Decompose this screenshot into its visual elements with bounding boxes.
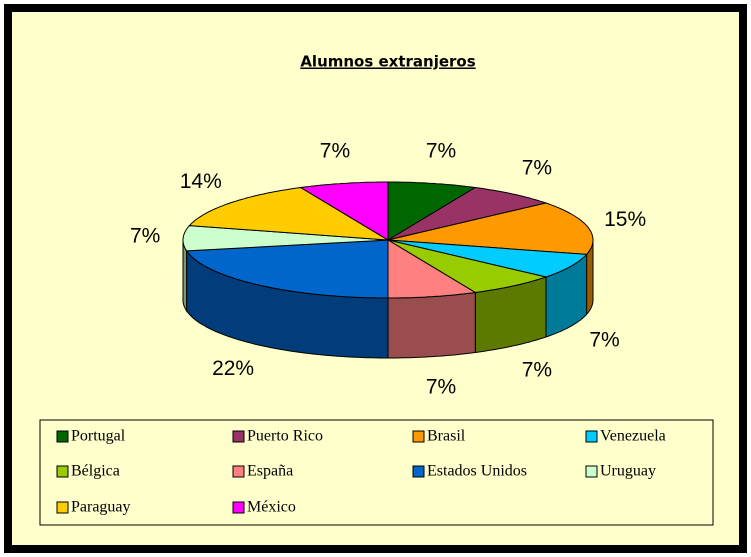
legend-label: Puerto Rico: [247, 428, 323, 445]
legend-swatch: [56, 501, 69, 514]
chart-title: Alumnos extranjeros: [300, 53, 475, 71]
legend-swatch: [412, 465, 425, 478]
data-label: 7%: [426, 140, 456, 163]
data-label: 15%: [604, 208, 646, 231]
legend-label: España: [247, 463, 293, 480]
data-label: 7%: [320, 140, 350, 163]
legend-label: Uruguay: [600, 463, 656, 480]
legend-swatch: [232, 501, 245, 514]
data-label: 7%: [426, 375, 456, 398]
legend: [39, 419, 714, 526]
slice: [387, 239, 548, 294]
legend-label: Bélgica: [71, 463, 120, 480]
data-label: 14%: [180, 170, 222, 193]
data-label: 7%: [130, 225, 160, 248]
slice: [387, 239, 588, 278]
legend-swatch: [585, 465, 598, 478]
slice: [387, 181, 477, 241]
legend-label: Venezuela: [600, 428, 666, 445]
slice: [387, 186, 548, 241]
legend-swatch: [232, 465, 245, 478]
legend-swatch: [56, 465, 69, 478]
legend-label: Brasil: [427, 428, 466, 445]
data-label: 22%: [212, 357, 254, 380]
legend-swatch: [56, 430, 69, 443]
legend-label: Portugal: [71, 428, 126, 445]
slice: [188, 186, 389, 241]
legend-swatch: [585, 430, 598, 443]
slice: [185, 239, 389, 299]
slice: [387, 239, 477, 299]
legend-label: México: [247, 499, 296, 516]
data-label: 7%: [522, 156, 552, 179]
slice: [387, 202, 594, 255]
legend-swatch: [412, 430, 425, 443]
slice-side: [387, 291, 476, 359]
legend-label: Paraguay: [71, 499, 131, 516]
legend-swatch: [232, 430, 245, 443]
data-label: 7%: [522, 359, 552, 382]
legend-label: Estados Unidos: [427, 463, 527, 480]
data-label: 7%: [589, 328, 619, 351]
slice: [182, 225, 389, 252]
slice: [299, 181, 389, 241]
